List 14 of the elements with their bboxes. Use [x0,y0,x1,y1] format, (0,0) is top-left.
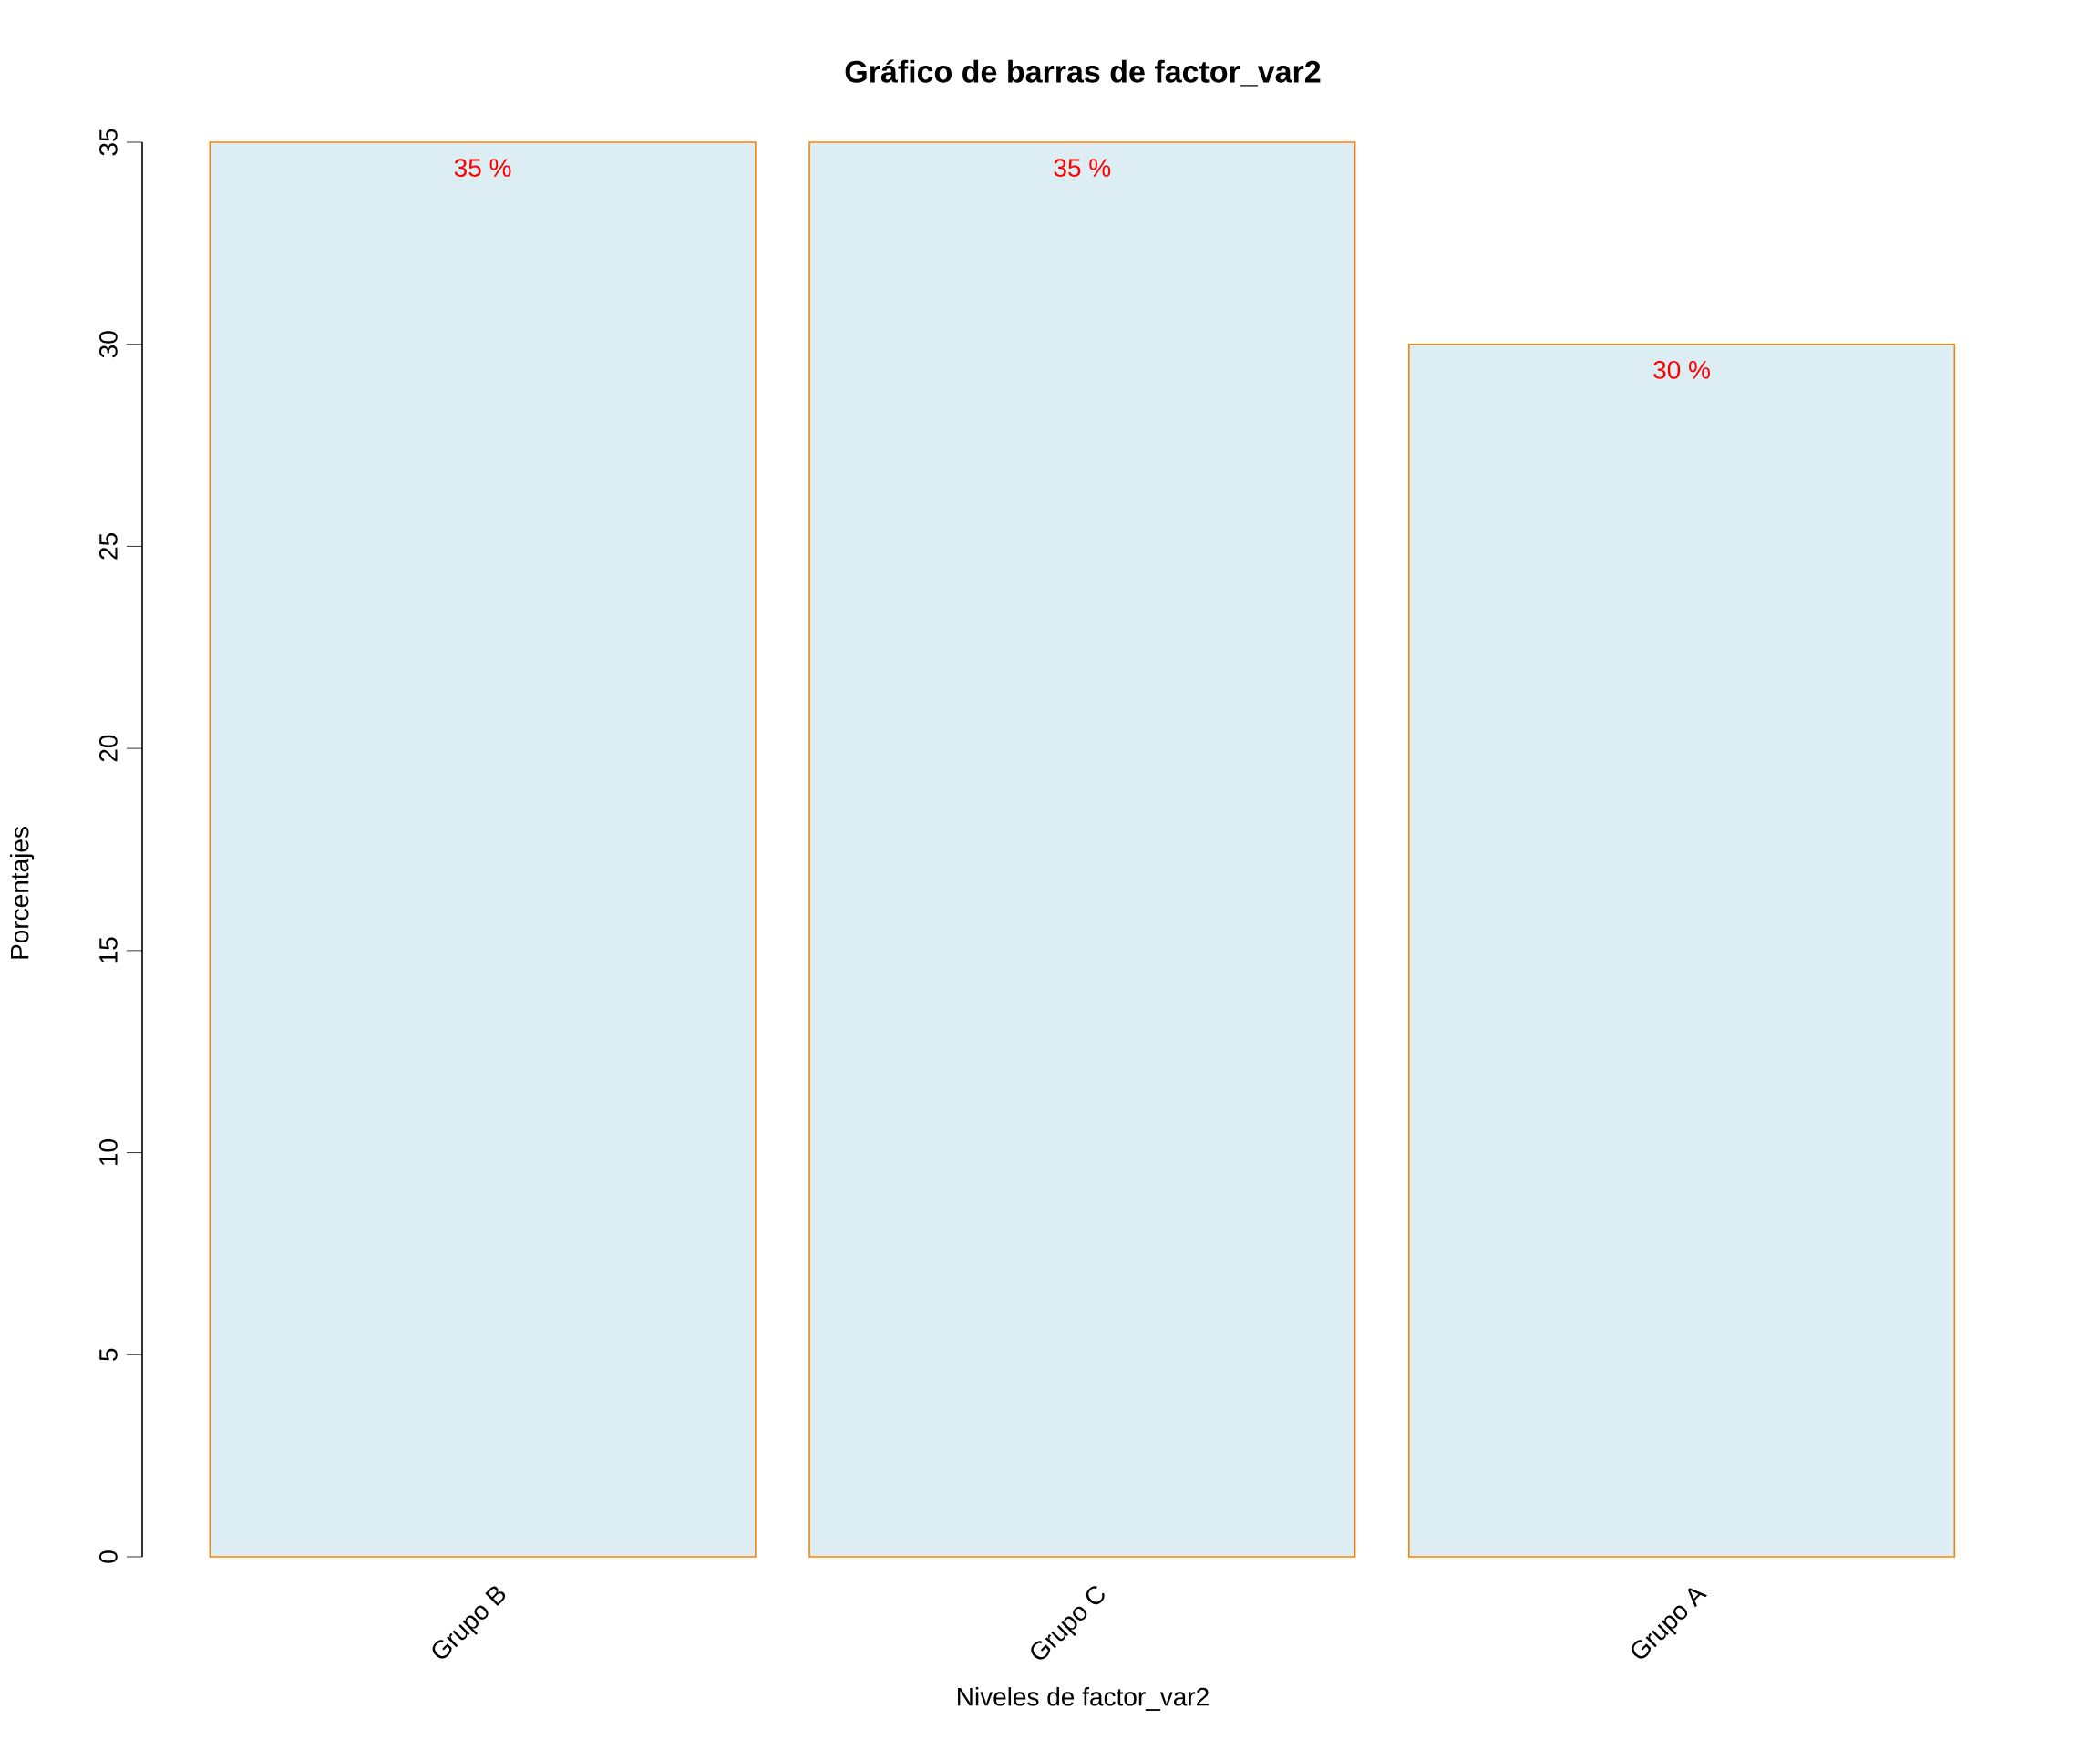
y-tick-label: 5 [99,1348,118,1361]
y-axis-title: Porcentajes [9,827,35,959]
y-tick-label: 30 [99,331,118,358]
y-tick-label: 10 [99,1139,118,1166]
y-tick-label: 25 [99,533,118,560]
y-tick-label: 35 [99,129,118,156]
x-axis-title: Niveles de factor_var2 [958,1687,1209,1711]
data-label: 30 % [1653,360,1710,379]
y-tick-label: 20 [99,735,118,762]
y-tick-label: 15 [99,937,118,963]
data-label: 35 % [454,159,511,177]
chart-title: Gráfico de barras de factor_var2 [845,59,1321,87]
y-tick-label: 0 [99,1550,118,1563]
data-label: 35 % [1054,159,1111,177]
